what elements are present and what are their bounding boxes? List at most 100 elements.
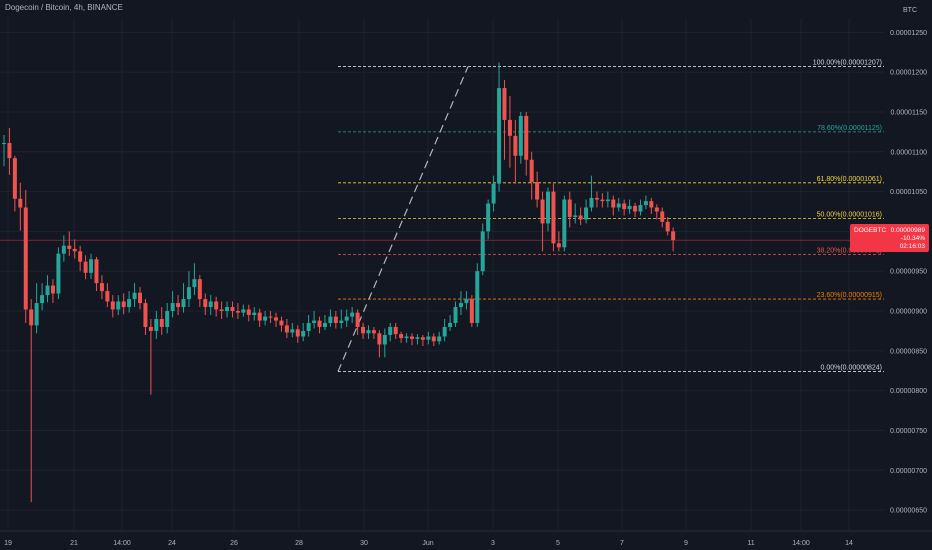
candle-body [148, 326, 153, 331]
candle-body [671, 231, 676, 241]
x-tick-label: 11 [747, 540, 754, 547]
y-tick-label: 0.00000750 [890, 428, 927, 435]
candle-body [279, 320, 284, 326]
candle-body [127, 299, 132, 308]
candle-body [458, 303, 463, 308]
candle-body [116, 301, 121, 310]
x-tick-label: 7 [620, 540, 624, 547]
last-price-symbol: DOGEBTC [854, 227, 887, 234]
candle-body [214, 301, 219, 310]
x-tick-label: 24 [168, 540, 176, 547]
candle-body [50, 285, 55, 294]
candle-body [524, 115, 529, 160]
candle-body [578, 215, 583, 220]
y-tick-label: 0.00001150 [891, 109, 928, 116]
candle-body [252, 312, 257, 316]
candle-body [138, 292, 142, 304]
candle-body [56, 253, 61, 294]
candle-body [290, 329, 295, 333]
candle-body [529, 159, 534, 183]
candle-body [246, 309, 251, 316]
candle-body [442, 326, 447, 337]
y-tick-label: 0.00001250 [890, 30, 927, 37]
candle-body [72, 248, 77, 252]
candle-body [649, 201, 654, 208]
y-tick-label: 0.00000800 [890, 388, 927, 395]
candle-body [540, 199, 545, 224]
x-tick-label: 21 [70, 540, 78, 547]
candle-body [12, 158, 17, 199]
candle-body [40, 295, 45, 304]
y-tick-label: 0.00001100 [891, 149, 928, 156]
candle-body [154, 318, 159, 331]
candle-body [507, 119, 512, 136]
candle-body [415, 337, 420, 339]
candle-body [475, 271, 480, 323]
candle-body [410, 336, 414, 339]
candle-body [165, 311, 170, 327]
candlestick-series [0, 62, 884, 503]
price-axis: 0.00001250 0.00001200 0.00001150 0.00001100… [890, 30, 927, 515]
candle-body [105, 291, 110, 302]
candle-body [573, 215, 578, 218]
x-tick-label: 14:00 [113, 540, 131, 547]
fib-trend-line [337, 66, 469, 372]
candle-body [600, 199, 605, 202]
candle-body [404, 336, 409, 339]
chart-grid [0, 18, 884, 530]
candle-body [230, 307, 235, 312]
candle-body [633, 205, 638, 212]
last-price-change: -10.34% [900, 235, 925, 242]
candle-body [513, 135, 518, 156]
candle-body [399, 334, 404, 339]
candle-body [241, 309, 246, 313]
candle-body [638, 205, 643, 212]
x-tick-label: 14:00 [792, 540, 810, 547]
candle-body [333, 316, 338, 323]
candle-body [654, 207, 659, 212]
candle-body [339, 320, 344, 323]
candle-body [295, 329, 300, 337]
candle-body [34, 303, 39, 326]
candle-body [7, 143, 12, 159]
candle-body [78, 251, 83, 262]
candle-body [377, 333, 382, 345]
candle-body [2, 143, 6, 145]
candle-body [257, 312, 262, 321]
candle-body [616, 203, 621, 208]
candle-body [67, 245, 72, 249]
x-tick-label: 19 [4, 540, 12, 547]
candle-body [660, 211, 665, 222]
candle-body [611, 199, 616, 208]
time-axis: 19 21 14:00 24 26 28 30 Jun 3 5 7 9 11 14:00 14 [0, 530, 932, 547]
candle-body [453, 307, 458, 323]
x-tick-label: 14 [845, 540, 853, 547]
x-tick-label: Jun [422, 540, 433, 547]
candle-body [371, 330, 376, 334]
candle-body [622, 203, 627, 210]
candle-body [176, 303, 181, 308]
candle-body [322, 322, 327, 327]
candle-body [420, 337, 425, 340]
candle-body [23, 207, 28, 310]
candle-body [594, 197, 599, 200]
y-tick-label: 0.00000950 [890, 269, 927, 276]
y-tick-label: 0.00001050 [890, 189, 927, 196]
candle-body [497, 88, 502, 184]
candle-body [589, 197, 594, 208]
candle-body [170, 303, 175, 312]
candle-body [643, 201, 648, 206]
candle-body [448, 322, 453, 327]
candle-body [361, 326, 366, 334]
x-tick-label: 3 [491, 540, 495, 547]
last-price-value: 0.00000989 [890, 227, 925, 234]
candle-body [426, 336, 431, 340]
candle-body [556, 243, 561, 248]
candle-body [312, 320, 317, 323]
candle-body [546, 191, 550, 224]
candle-body [551, 191, 556, 244]
candle-body [192, 279, 197, 288]
candle-body [159, 318, 164, 327]
x-tick-label: 9 [684, 540, 688, 547]
